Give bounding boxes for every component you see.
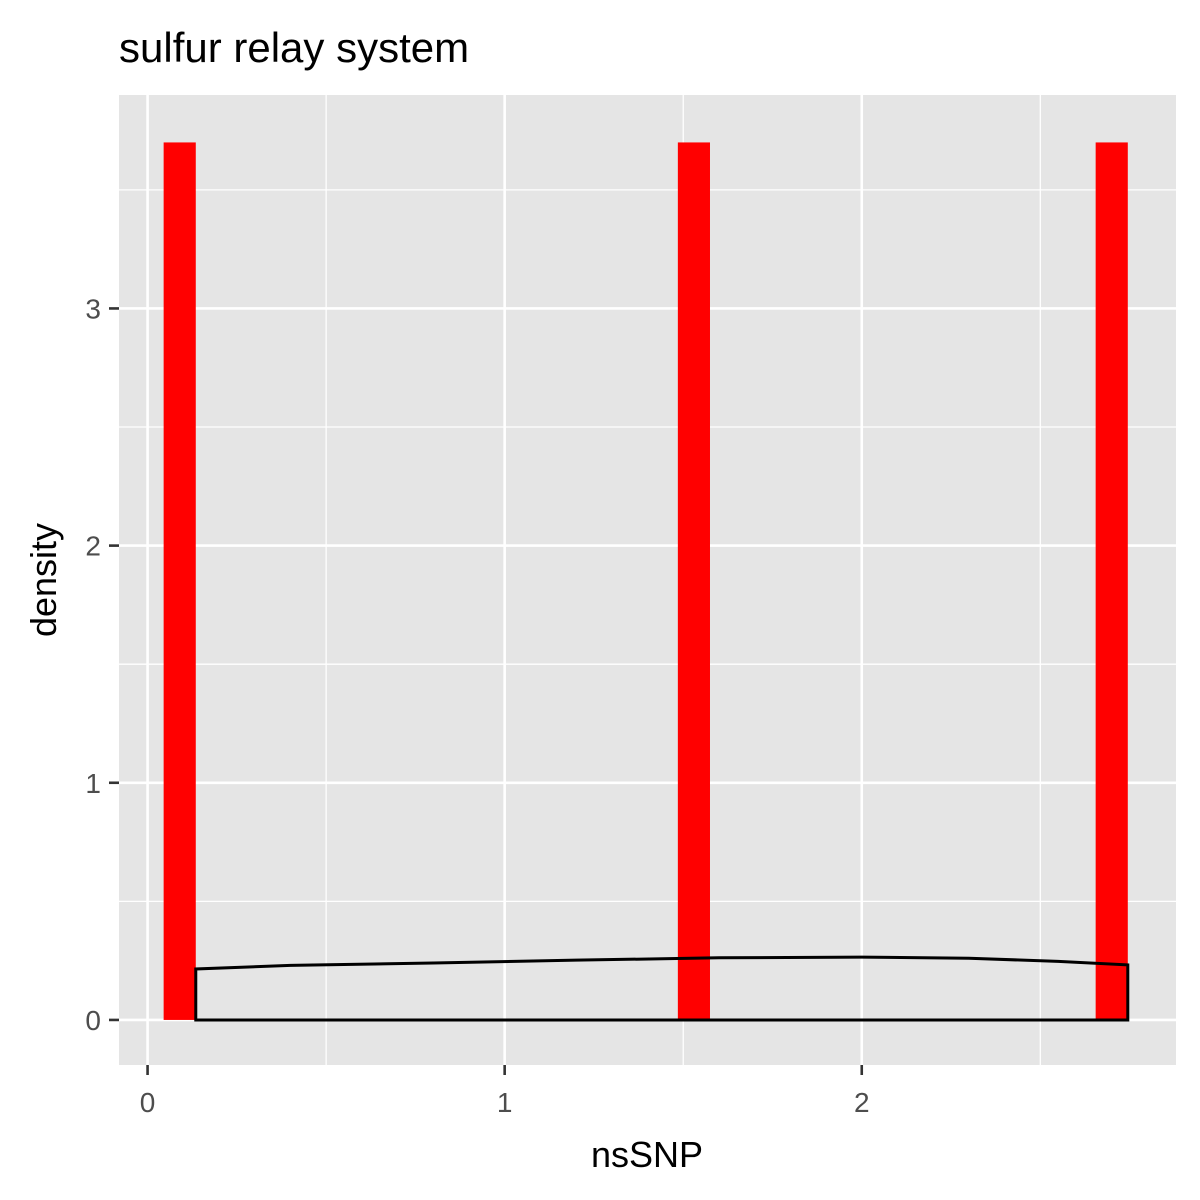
- x-tick-label: 1: [497, 1087, 513, 1118]
- chart-title: sulfur relay system: [119, 24, 469, 71]
- y-axis-title: density: [23, 523, 64, 637]
- histogram-bars: [163, 142, 1128, 1020]
- y-tick-label: 2: [85, 531, 101, 562]
- plot-panel: [119, 95, 1176, 1065]
- x-axis-ticks: 0 1 2: [140, 1065, 870, 1118]
- y-tick-label: 0: [85, 1005, 101, 1036]
- x-tick-label: 0: [140, 1087, 156, 1118]
- y-axis-ticks: 0 1 2 3: [85, 293, 119, 1036]
- density-curve: [194, 955, 1130, 1022]
- y-tick-label: 1: [85, 768, 101, 799]
- histogram-bar: [163, 142, 196, 1020]
- histogram-bar: [677, 142, 710, 1020]
- x-tick-label: 2: [854, 1087, 870, 1118]
- histogram-bar: [1095, 142, 1128, 1020]
- x-axis-title: nsSNP: [591, 1134, 703, 1175]
- y-tick-label: 3: [85, 293, 101, 324]
